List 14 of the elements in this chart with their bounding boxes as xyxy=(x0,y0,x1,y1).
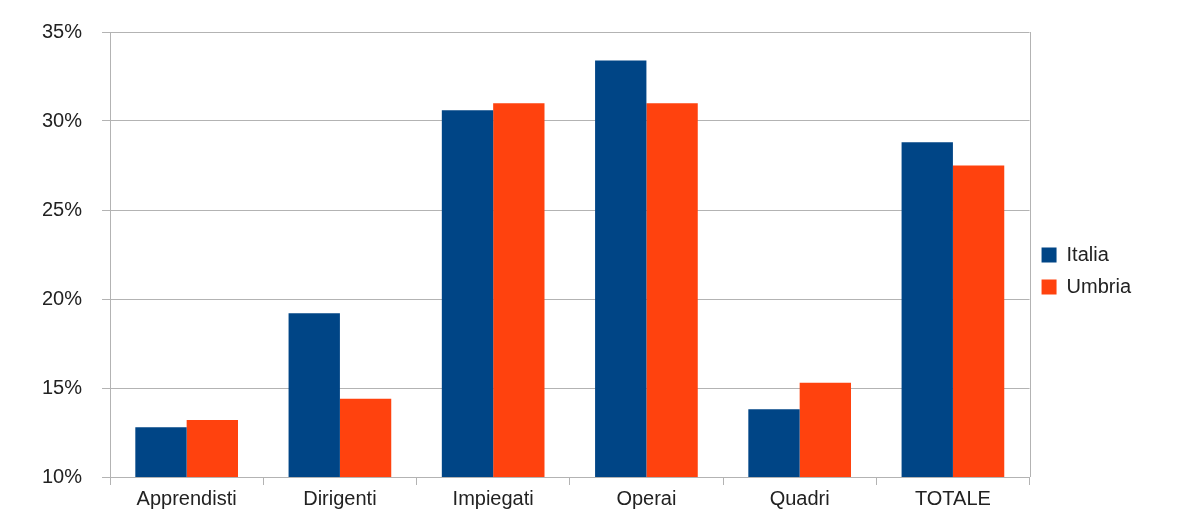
x-tick-label: Quadri xyxy=(769,486,830,509)
x-tick-label: Dirigenti xyxy=(303,486,377,509)
x-tick-label: Operai xyxy=(616,486,677,509)
y-tick-label: 20% xyxy=(42,286,83,309)
legend-label: Italia xyxy=(1066,242,1110,265)
legend-label: Umbria xyxy=(1066,274,1132,297)
y-tick-label: 25% xyxy=(42,197,83,220)
y-tick-label: 10% xyxy=(42,464,83,487)
x-tick-label: Apprendisti xyxy=(136,486,237,509)
y-tick-label: 15% xyxy=(42,375,83,398)
x-tick-label: TOTALE xyxy=(914,486,991,509)
y-tick-label: 35% xyxy=(42,19,83,42)
x-tick-label: Impiegati xyxy=(452,486,534,509)
y-tick-label: 30% xyxy=(42,108,83,131)
